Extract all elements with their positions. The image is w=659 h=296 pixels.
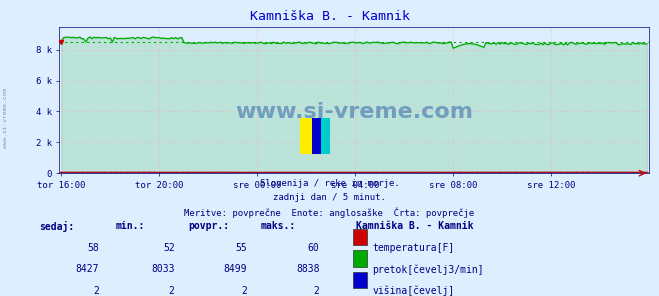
Text: Meritve: povprečne  Enote: anglosaške  Črta: povprečje: Meritve: povprečne Enote: anglosaške Črt…	[185, 207, 474, 218]
Text: 2: 2	[241, 286, 247, 296]
Bar	[315, 118, 330, 154]
Text: pretok[čevelj3/min]: pretok[čevelj3/min]	[372, 264, 484, 275]
Text: zadnji dan / 5 minut.: zadnji dan / 5 minut.	[273, 193, 386, 202]
Text: sedaj:: sedaj:	[40, 221, 74, 231]
Text: 58: 58	[87, 243, 99, 253]
Text: Slovenija / reke in morje.: Slovenija / reke in morje.	[260, 179, 399, 188]
Text: Kamniška B. - Kamnik: Kamniška B. - Kamnik	[356, 221, 473, 231]
Text: višina[čevelj]: višina[čevelj]	[372, 286, 455, 296]
Text: Kamniška B. - Kamnik: Kamniška B. - Kamnik	[250, 10, 409, 23]
Bar	[300, 118, 315, 154]
Text: 8427: 8427	[75, 264, 99, 274]
Text: 8499: 8499	[223, 264, 247, 274]
Text: 55: 55	[235, 243, 247, 253]
Text: maks.:: maks.:	[260, 221, 295, 231]
Text: 8838: 8838	[296, 264, 320, 274]
Text: www.si-vreme.com: www.si-vreme.com	[3, 89, 8, 148]
Bar	[312, 118, 320, 154]
Text: 60: 60	[308, 243, 320, 253]
Text: 2: 2	[93, 286, 99, 296]
Text: temperatura[F]: temperatura[F]	[372, 243, 455, 253]
Text: min.:: min.:	[115, 221, 145, 231]
Text: 2: 2	[314, 286, 320, 296]
Text: www.si-vreme.com: www.si-vreme.com	[235, 102, 473, 122]
Text: 2: 2	[169, 286, 175, 296]
Text: 52: 52	[163, 243, 175, 253]
Text: 8033: 8033	[151, 264, 175, 274]
Text: povpr.:: povpr.:	[188, 221, 229, 231]
